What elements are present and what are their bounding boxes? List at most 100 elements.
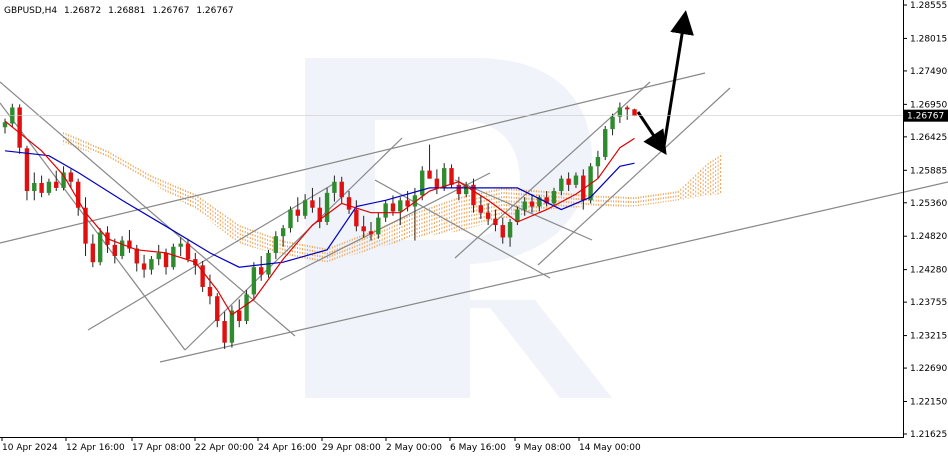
candle xyxy=(200,260,205,292)
x-tick-label: 29 Apr 08:00 xyxy=(322,443,381,453)
candle xyxy=(537,195,542,212)
header-close: 1.26767 xyxy=(196,6,233,16)
candle xyxy=(112,238,117,264)
watermark-logo xyxy=(305,58,612,398)
header-high: 1.26881 xyxy=(108,6,145,16)
x-tick-label: 14 May 00:00 xyxy=(579,443,641,453)
candle xyxy=(603,126,608,161)
candle xyxy=(625,105,630,120)
candle xyxy=(500,217,505,244)
current-price-box xyxy=(904,109,948,122)
y-tick-label: 1.23215 xyxy=(910,332,947,342)
candle xyxy=(251,262,257,300)
y-tick-label: 1.24820 xyxy=(910,232,947,242)
candle xyxy=(141,254,147,278)
candle xyxy=(273,231,279,260)
candle xyxy=(310,187,315,213)
y-tick-label: 1.27490 xyxy=(910,67,947,77)
x-axis: 10 Apr 2024 12 Apr 16:00 17 Apr 08:00 22 Ap… xyxy=(1,437,641,453)
channel-line xyxy=(87,182,336,331)
candle xyxy=(54,170,59,192)
candle xyxy=(46,178,52,196)
indicator-lines xyxy=(4,120,635,316)
kijun-line xyxy=(4,150,635,268)
candle xyxy=(595,150,601,179)
candle xyxy=(2,118,8,134)
y-tick-label: 1.25885 xyxy=(910,166,947,176)
x-tick-label: 10 Apr 2024 xyxy=(2,443,58,453)
channel-line xyxy=(159,181,948,363)
y-tick-label: 1.26425 xyxy=(910,133,947,143)
candle xyxy=(383,200,388,222)
candle xyxy=(90,234,96,268)
candle xyxy=(427,144,432,179)
candle xyxy=(412,187,418,241)
y-tick-label: 1.23755 xyxy=(910,298,947,308)
candle xyxy=(376,212,381,239)
candle xyxy=(551,187,557,207)
candle xyxy=(485,203,491,226)
header-low: 1.26767 xyxy=(152,6,189,16)
candle xyxy=(463,181,469,198)
candle xyxy=(295,197,300,222)
y-tick-label: 1.24280 xyxy=(910,266,947,276)
channel-line xyxy=(454,179,593,241)
candle xyxy=(39,175,44,198)
candle xyxy=(97,228,103,266)
candle xyxy=(507,218,513,247)
candle xyxy=(332,175,337,202)
channel-line xyxy=(537,87,731,266)
candle xyxy=(149,256,154,275)
chart-header: GBPUSD,H4 1.26872 1.26881 1.26767 1.2676… xyxy=(4,6,234,16)
candle xyxy=(229,305,235,348)
x-tick-label: 6 May 16:00 xyxy=(450,443,506,453)
x-tick-label: 12 Apr 16:00 xyxy=(66,443,125,453)
x-tick-label: 24 Apr 16:00 xyxy=(258,443,317,453)
candle xyxy=(215,293,220,328)
channel-line xyxy=(0,81,296,337)
candle xyxy=(83,197,88,257)
candle xyxy=(478,195,483,219)
candle xyxy=(559,175,564,196)
y-tick-label: 1.28555 xyxy=(910,1,947,11)
candle xyxy=(354,200,359,232)
candle xyxy=(244,290,249,325)
candle xyxy=(127,230,132,253)
candle xyxy=(76,178,81,216)
candle xyxy=(288,206,293,233)
ichimoku-cloud xyxy=(63,132,722,263)
candle xyxy=(346,191,352,214)
channel-line xyxy=(454,81,651,259)
candle xyxy=(237,299,242,328)
candle xyxy=(17,104,22,154)
candle xyxy=(632,108,637,117)
candle xyxy=(61,166,66,191)
candle xyxy=(171,243,176,270)
candle xyxy=(178,237,183,257)
forecast-arrow-down xyxy=(636,111,667,155)
x-tick-label: 22 Apr 00:00 xyxy=(195,443,254,453)
candle xyxy=(522,197,527,216)
y-tick-label: 1.22150 xyxy=(910,398,947,408)
candle xyxy=(68,169,74,188)
candle xyxy=(317,197,322,229)
candle xyxy=(119,236,125,260)
candle xyxy=(339,176,344,204)
channel-line xyxy=(0,72,706,244)
candle xyxy=(302,194,308,219)
candle xyxy=(420,166,425,201)
channel-line xyxy=(0,102,186,351)
candle xyxy=(610,113,615,136)
tenkan-line xyxy=(4,120,635,316)
candles xyxy=(2,102,637,349)
axis-frame xyxy=(0,0,904,438)
x-tick-label: 2 May 00:00 xyxy=(386,443,442,453)
channel-line xyxy=(279,172,491,281)
candle xyxy=(32,172,37,201)
candle xyxy=(222,311,227,349)
header-open: 1.26872 xyxy=(64,6,101,16)
current-price-label: 1.26767 xyxy=(907,112,944,122)
y-axis: 1.28555 1.28015 1.27490 1.26950 1.26425 1.258… xyxy=(903,1,947,440)
